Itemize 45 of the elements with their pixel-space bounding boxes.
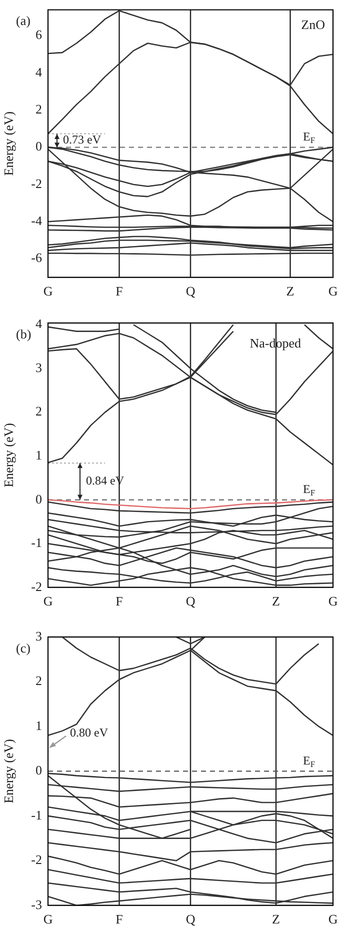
y-tick-label: -3 xyxy=(31,896,42,912)
x-tick-label: Z xyxy=(286,284,294,299)
x-tick-label: G xyxy=(43,912,53,927)
annotation: 0.80 eV xyxy=(70,725,108,740)
y-tick-label: 0 xyxy=(36,138,42,154)
y-tick-label: 4 xyxy=(36,64,42,80)
x-tick-label: Z xyxy=(272,594,280,609)
y-tick-label: -6 xyxy=(31,250,42,266)
y-tick-label: 4 xyxy=(36,316,42,332)
annotation: ZnO xyxy=(301,17,325,32)
x-tick-label: Q xyxy=(186,284,196,299)
y-axis-title: Energy (eV) xyxy=(1,111,16,176)
y-axis-title: Energy (eV) xyxy=(1,739,16,804)
y-tick-label: -2 xyxy=(31,578,42,594)
y-tick-label: 3 xyxy=(36,628,42,644)
y-tick-label: -1 xyxy=(31,535,42,550)
x-tick-label: G xyxy=(43,594,53,609)
y-tick-label: 2 xyxy=(36,673,42,688)
y-tick-label: 0 xyxy=(36,762,42,778)
chart-title: (b) xyxy=(16,326,32,342)
x-tick-label: G xyxy=(328,594,338,609)
y-tick-label: 2 xyxy=(36,404,42,419)
y-tick-label: 2 xyxy=(36,102,42,117)
y-tick-label: 0 xyxy=(36,491,42,506)
y-tick-label: -1 xyxy=(31,807,42,822)
x-tick-label: Q xyxy=(186,594,196,609)
x-tick-label: F xyxy=(116,912,123,927)
x-tick-label: G xyxy=(328,912,338,927)
x-tick-label: Z xyxy=(272,912,280,927)
y-tick-label: -2 xyxy=(31,852,42,868)
x-tick-label: Q xyxy=(186,912,196,927)
y-tick-label: 1 xyxy=(36,447,42,462)
y-tick-label: 6 xyxy=(36,27,42,42)
y-tick-label: -2 xyxy=(31,176,42,191)
x-tick-label: F xyxy=(116,284,123,299)
y-tick-label: 3 xyxy=(36,360,42,375)
annotation: 0.73 eV xyxy=(63,132,102,147)
y-tick-label: 1 xyxy=(36,718,42,733)
x-tick-label: G xyxy=(328,284,338,299)
x-tick-label: F xyxy=(116,594,123,609)
chart-title: (a) xyxy=(16,13,30,28)
y-tick-label: -4 xyxy=(31,213,42,228)
y-axis-title: Energy (eV) xyxy=(1,423,16,488)
x-tick-label: G xyxy=(43,284,53,299)
chart-title: (c) xyxy=(16,640,30,656)
